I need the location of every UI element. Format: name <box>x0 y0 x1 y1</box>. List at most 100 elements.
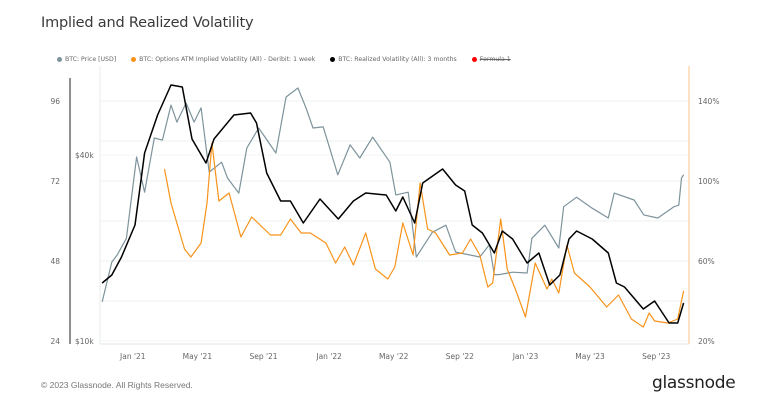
legend-item-formula-1[interactable]: Formula 1 <box>471 56 511 63</box>
price-point <box>608 217 609 219</box>
implied-volatility-point <box>683 290 684 292</box>
legend-dot-icon <box>57 57 62 62</box>
realized-volatility-point <box>549 284 550 286</box>
implied-volatility-point <box>335 262 336 264</box>
implied-volatility-point <box>462 252 463 254</box>
price-point <box>531 238 533 239</box>
right-axis-tick-label: 140% <box>698 97 719 106</box>
implied-volatility-point <box>487 286 489 288</box>
legend-item-implied-vol[interactable]: BTC: Options ATM Implied Volatility (All… <box>131 56 315 63</box>
price-point <box>312 127 314 129</box>
realized-volatility-point <box>256 122 257 124</box>
realized-volatility-point <box>654 300 655 302</box>
x-axis-tick-label: Sep '23 <box>642 352 670 361</box>
price-point <box>238 192 240 194</box>
implied-volatility-point <box>387 278 389 280</box>
realized-volatility-point <box>385 194 387 196</box>
realized-volatility-point <box>338 218 339 220</box>
implied-volatility-point <box>525 316 526 318</box>
realized-volatility-point <box>683 302 684 304</box>
implied-volatility-point <box>206 202 208 204</box>
legend-label: BTC: Realized Volatility (All): 3 months <box>338 56 457 63</box>
realized-volatility-point <box>144 152 145 154</box>
realized-volatility-point <box>471 224 473 226</box>
x-axis-tick-label: Sep '21 <box>249 352 277 361</box>
price-point <box>389 161 391 163</box>
realized-volatility-point <box>616 282 617 284</box>
implied-volatility-point <box>228 192 230 194</box>
x-axis-tick-label: Jan '23 <box>512 352 539 361</box>
price-point <box>498 274 500 275</box>
realized-volatility-point <box>442 168 443 170</box>
implied-volatility-point <box>618 294 619 296</box>
price-point <box>154 137 155 139</box>
price-point <box>643 214 645 216</box>
price-point <box>111 261 113 263</box>
legend-dot-icon <box>330 57 336 62</box>
realized-volatility-point <box>482 232 483 234</box>
implied-volatility-point <box>344 246 346 248</box>
price-point <box>297 87 299 89</box>
left-axis-tick-label: 48 <box>50 257 60 266</box>
copyright: © 2023 Glassnode. All Rights Reserved. <box>41 380 193 390</box>
left-axis-tick-label: 96 <box>50 97 60 106</box>
implied-volatility-point <box>164 168 165 170</box>
price-point <box>101 301 103 303</box>
realized-volatility-point <box>494 252 495 254</box>
legend: BTC: Price [USD] BTC: Options ATM Implie… <box>57 56 526 63</box>
legend-item-price[interactable]: BTC: Price [USD] <box>57 56 116 63</box>
realized-volatility-point <box>538 252 540 254</box>
legend-label: BTC: Options ATM Implied Volatility (All… <box>139 56 316 63</box>
price-point <box>558 247 560 249</box>
implied-volatility-point <box>435 232 436 234</box>
realized-volatility-point <box>512 238 513 240</box>
price-point <box>258 127 260 129</box>
right-axis-tick-label: 20% <box>698 337 715 346</box>
implied-volatility-point <box>184 248 185 250</box>
implied-volatility-point <box>280 234 282 236</box>
implied-volatility-point <box>551 278 553 280</box>
realized-volatility-point <box>111 274 113 276</box>
price-point <box>162 139 163 141</box>
price-point <box>136 156 137 158</box>
realized-volatility-point <box>464 190 466 192</box>
realized-volatility-point <box>353 200 354 202</box>
implied-volatility-point <box>325 242 327 244</box>
realized-volatility-point <box>205 162 207 164</box>
price-point <box>613 192 615 194</box>
realized-volatility-point <box>395 210 397 212</box>
x-axis-tick-label: May '21 <box>183 352 213 361</box>
price-point <box>200 107 202 109</box>
realized-volatility-point <box>250 112 251 114</box>
price-point <box>193 121 195 123</box>
realized-volatility-point <box>502 230 503 232</box>
implied-volatility-point <box>654 320 655 322</box>
realized-volatility-point <box>526 262 528 264</box>
implied-volatility-point <box>412 254 414 256</box>
implied-volatility-point <box>470 238 471 240</box>
realized-volatility-point <box>280 200 282 202</box>
realized-volatility-point <box>591 238 593 240</box>
implied-volatility-point <box>300 232 302 234</box>
implied-volatility-point <box>270 234 271 236</box>
chart-title: Implied and Realized Volatility <box>41 15 254 31</box>
price-point <box>678 204 680 206</box>
implied-volatility-point <box>546 288 548 290</box>
realized-volatility-point <box>668 322 670 324</box>
x-axis-tick-label: May '22 <box>379 352 409 361</box>
implied-volatility-point <box>492 282 494 284</box>
legend-dot-icon <box>471 57 477 62</box>
implied-volatility-point <box>394 266 396 268</box>
implied-volatility-point <box>631 318 632 320</box>
glassnode-logo: glassnode <box>652 373 736 393</box>
implied-volatility-point <box>251 216 252 218</box>
implied-volatility-point <box>310 232 311 234</box>
implied-volatility-point <box>506 268 508 270</box>
price-point <box>512 271 513 273</box>
price-point <box>681 177 682 179</box>
legend-item-realized-vol[interactable]: BTC: Realized Volatility (All): 3 months <box>330 56 457 63</box>
price-point <box>591 207 593 209</box>
left-axis-tick-label: 24 <box>50 337 60 346</box>
price-point <box>144 191 145 193</box>
implied-volatility-point <box>589 286 591 288</box>
